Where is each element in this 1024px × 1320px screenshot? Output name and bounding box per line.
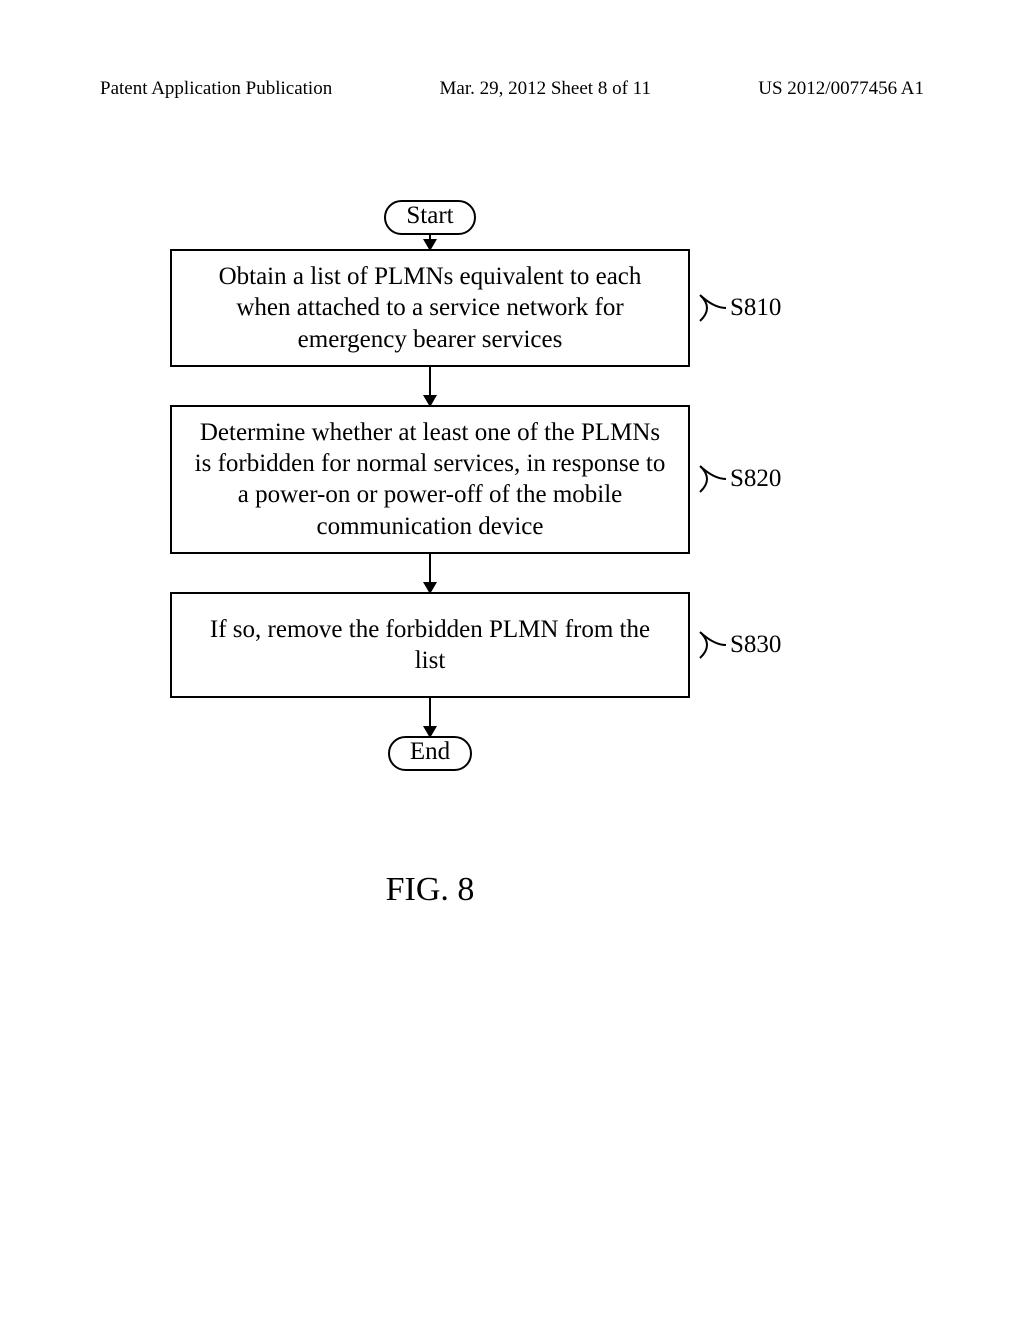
- arrow-head-icon: [423, 582, 437, 594]
- arrow-head-icon: [423, 726, 437, 738]
- arrow-2: [170, 367, 690, 405]
- end-wrapper: End: [170, 736, 690, 771]
- arrow-1: [170, 235, 690, 249]
- step-2-row: Determine whether at least one of the PL…: [170, 405, 830, 554]
- step-2-box: Determine whether at least one of the PL…: [170, 405, 690, 554]
- arrow-3: [170, 554, 690, 592]
- step-1-row: Obtain a list of PLMNs equivalent to eac…: [170, 249, 830, 367]
- figure-caption: FIG. 8: [170, 871, 690, 909]
- end-terminator: End: [388, 736, 472, 771]
- page-header: Patent Application Publication Mar. 29, …: [100, 78, 924, 100]
- step-3-label: S830: [730, 631, 781, 659]
- start-wrapper: Start: [170, 200, 690, 235]
- header-right: US 2012/0077456 A1: [758, 78, 924, 100]
- step-1-box: Obtain a list of PLMNs equivalent to eac…: [170, 249, 690, 367]
- header-left: Patent Application Publication: [100, 78, 332, 100]
- step-2-label: S820: [730, 465, 781, 493]
- curve-icon: [698, 293, 730, 323]
- curve-icon: [698, 630, 730, 660]
- arrow-head-icon: [423, 239, 437, 251]
- step-3-connector: S830: [698, 630, 781, 660]
- arrow-head-icon: [423, 395, 437, 407]
- flowchart: Start Obtain a list of PLMNs equivalent …: [170, 200, 830, 909]
- arrow-4: [170, 698, 690, 736]
- step-3-row: If so, remove the forbidden PLMN from th…: [170, 592, 830, 699]
- step-1-label: S810: [730, 294, 781, 322]
- start-terminator: Start: [384, 200, 475, 235]
- step-1-connector: S810: [698, 293, 781, 323]
- step-2-connector: S820: [698, 464, 781, 494]
- curve-icon: [698, 464, 730, 494]
- header-center: Mar. 29, 2012 Sheet 8 of 11: [440, 78, 651, 100]
- step-3-box: If so, remove the forbidden PLMN from th…: [170, 592, 690, 699]
